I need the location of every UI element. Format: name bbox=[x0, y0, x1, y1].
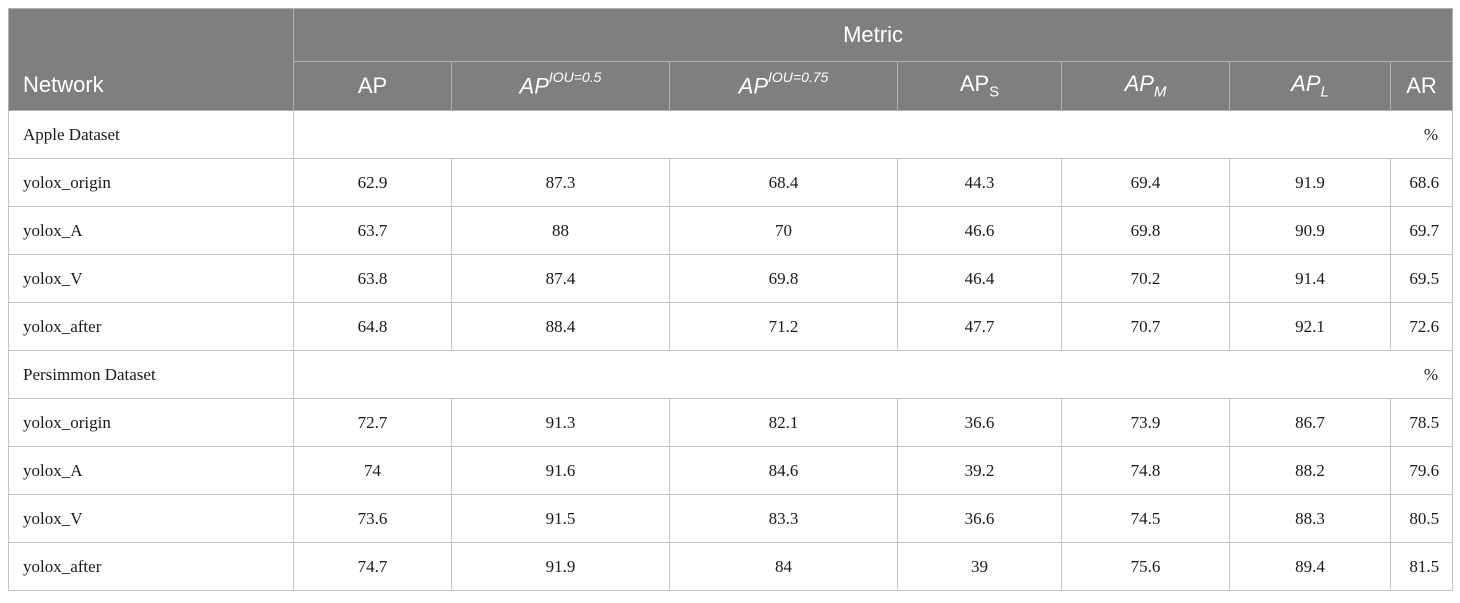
cell-ap-medium: 74.5 bbox=[1061, 494, 1230, 543]
col-header-ap: AP bbox=[293, 61, 452, 111]
network-name: yolox_A bbox=[8, 446, 294, 495]
cell-ap-small: 46.4 bbox=[897, 254, 1062, 303]
cell-ap-iou-075: 83.3 bbox=[669, 494, 898, 543]
cell-ap-iou-050: 91.6 bbox=[451, 446, 670, 495]
cell-ar: 69.7 bbox=[1389, 206, 1454, 255]
cell-ap-iou-075: 68.4 bbox=[669, 158, 898, 207]
cell-ap: 63.8 bbox=[293, 254, 452, 303]
cell-ar: 80.5 bbox=[1389, 494, 1454, 543]
cell-ap-iou-075: 69.8 bbox=[669, 254, 898, 303]
table-row: yolox_A 74 91.6 84.6 39.2 74.8 88.2 79.6 bbox=[8, 446, 1454, 495]
cell-ap-medium: 74.8 bbox=[1061, 446, 1230, 495]
network-name: yolox_origin bbox=[8, 398, 294, 447]
cell-ap: 74 bbox=[293, 446, 452, 495]
cell-ap-small: 36.6 bbox=[897, 494, 1062, 543]
cell-ap: 63.7 bbox=[293, 206, 452, 255]
network-name: yolox_after bbox=[8, 542, 294, 591]
cell-ap-small: 46.6 bbox=[897, 206, 1062, 255]
cell-ap-iou-050: 88.4 bbox=[451, 302, 670, 351]
col-header-ap-iou-075: APIOU=0.75 bbox=[669, 61, 898, 111]
cell-ap-iou-075: 82.1 bbox=[669, 398, 898, 447]
cell-ar: 72.6 bbox=[1389, 302, 1454, 351]
cell-ap-large: 89.4 bbox=[1229, 542, 1391, 591]
col-header-ap-medium: APM bbox=[1061, 61, 1230, 111]
cell-ap: 72.7 bbox=[293, 398, 452, 447]
cell-ap-iou-075: 70 bbox=[669, 206, 898, 255]
col-header-ar: AR bbox=[1389, 61, 1454, 111]
col-header-ap-large: APL bbox=[1229, 61, 1391, 111]
cell-ap-iou-050: 87.4 bbox=[451, 254, 670, 303]
network-name: yolox_A bbox=[8, 206, 294, 255]
cell-ar: 69.5 bbox=[1389, 254, 1454, 303]
results-table: Network Metric AP APIOU=0.5 APIOU=0.75 A… bbox=[8, 8, 1454, 591]
section-unit: % bbox=[292, 110, 1454, 159]
section-row-persimmon: Persimmon Dataset % bbox=[8, 350, 1454, 399]
section-row-apple: Apple Dataset % bbox=[8, 110, 1454, 159]
cell-ap-small: 39 bbox=[897, 542, 1062, 591]
cell-ap-small: 44.3 bbox=[897, 158, 1062, 207]
cell-ap-small: 36.6 bbox=[897, 398, 1062, 447]
col-header-ap-small: APS bbox=[897, 61, 1062, 111]
table-row: yolox_after 74.7 91.9 84 39 75.6 89.4 81… bbox=[8, 542, 1454, 591]
table-body: Apple Dataset % yolox_origin 62.9 87.3 6… bbox=[8, 110, 1454, 591]
table-row: yolox_after 64.8 88.4 71.2 47.7 70.7 92.… bbox=[8, 302, 1454, 351]
section-unit: % bbox=[292, 350, 1454, 399]
cell-ap-large: 91.9 bbox=[1229, 158, 1391, 207]
cell-ar: 79.6 bbox=[1389, 446, 1454, 495]
col-header-ap-iou-050: APIOU=0.5 bbox=[451, 61, 670, 111]
cell-ap-large: 91.4 bbox=[1229, 254, 1391, 303]
cell-ap-large: 90.9 bbox=[1229, 206, 1391, 255]
cell-ap: 64.8 bbox=[293, 302, 452, 351]
cell-ap-iou-050: 91.9 bbox=[451, 542, 670, 591]
cell-ap: 62.9 bbox=[293, 158, 452, 207]
cell-ap-medium: 70.2 bbox=[1061, 254, 1230, 303]
cell-ap: 74.7 bbox=[293, 542, 452, 591]
network-name: yolox_after bbox=[8, 302, 294, 351]
metric-header: Metric bbox=[292, 8, 1454, 62]
cell-ap-iou-050: 88 bbox=[451, 206, 670, 255]
cell-ar: 81.5 bbox=[1389, 542, 1454, 591]
network-name: yolox_V bbox=[8, 494, 294, 543]
cell-ap-small: 39.2 bbox=[897, 446, 1062, 495]
cell-ap-medium: 69.4 bbox=[1061, 158, 1230, 207]
cell-ap-small: 47.7 bbox=[897, 302, 1062, 351]
network-name: yolox_origin bbox=[8, 158, 294, 207]
table-row: yolox_origin 62.9 87.3 68.4 44.3 69.4 91… bbox=[8, 158, 1454, 207]
cell-ap-medium: 69.8 bbox=[1061, 206, 1230, 255]
cell-ap: 73.6 bbox=[293, 494, 452, 543]
network-name: yolox_V bbox=[8, 254, 294, 303]
table-row: yolox_V 63.8 87.4 69.8 46.4 70.2 91.4 69… bbox=[8, 254, 1454, 303]
table-header: Network Metric AP APIOU=0.5 APIOU=0.75 A… bbox=[8, 8, 1454, 111]
table-row: yolox_V 73.6 91.5 83.3 36.6 74.5 88.3 80… bbox=[8, 494, 1454, 543]
network-header: Network bbox=[8, 8, 294, 111]
cell-ap-medium: 70.7 bbox=[1061, 302, 1230, 351]
cell-ap-medium: 75.6 bbox=[1061, 542, 1230, 591]
cell-ap-large: 86.7 bbox=[1229, 398, 1391, 447]
cell-ap-large: 92.1 bbox=[1229, 302, 1391, 351]
results-table-container: Network Metric AP APIOU=0.5 APIOU=0.75 A… bbox=[8, 8, 1454, 591]
section-title: Persimmon Dataset bbox=[8, 350, 294, 399]
cell-ar: 68.6 bbox=[1389, 158, 1454, 207]
table-row: yolox_origin 72.7 91.3 82.1 36.6 73.9 86… bbox=[8, 398, 1454, 447]
cell-ap-iou-075: 71.2 bbox=[669, 302, 898, 351]
cell-ap-iou-050: 91.5 bbox=[451, 494, 670, 543]
cell-ap-iou-050: 91.3 bbox=[451, 398, 670, 447]
cell-ap-medium: 73.9 bbox=[1061, 398, 1230, 447]
cell-ap-iou-075: 84.6 bbox=[669, 446, 898, 495]
table-row: yolox_A 63.7 88 70 46.6 69.8 90.9 69.7 bbox=[8, 206, 1454, 255]
cell-ap-large: 88.3 bbox=[1229, 494, 1391, 543]
cell-ap-iou-050: 87.3 bbox=[451, 158, 670, 207]
cell-ap-large: 88.2 bbox=[1229, 446, 1391, 495]
cell-ar: 78.5 bbox=[1389, 398, 1454, 447]
section-title: Apple Dataset bbox=[8, 110, 294, 159]
cell-ap-iou-075: 84 bbox=[669, 542, 898, 591]
